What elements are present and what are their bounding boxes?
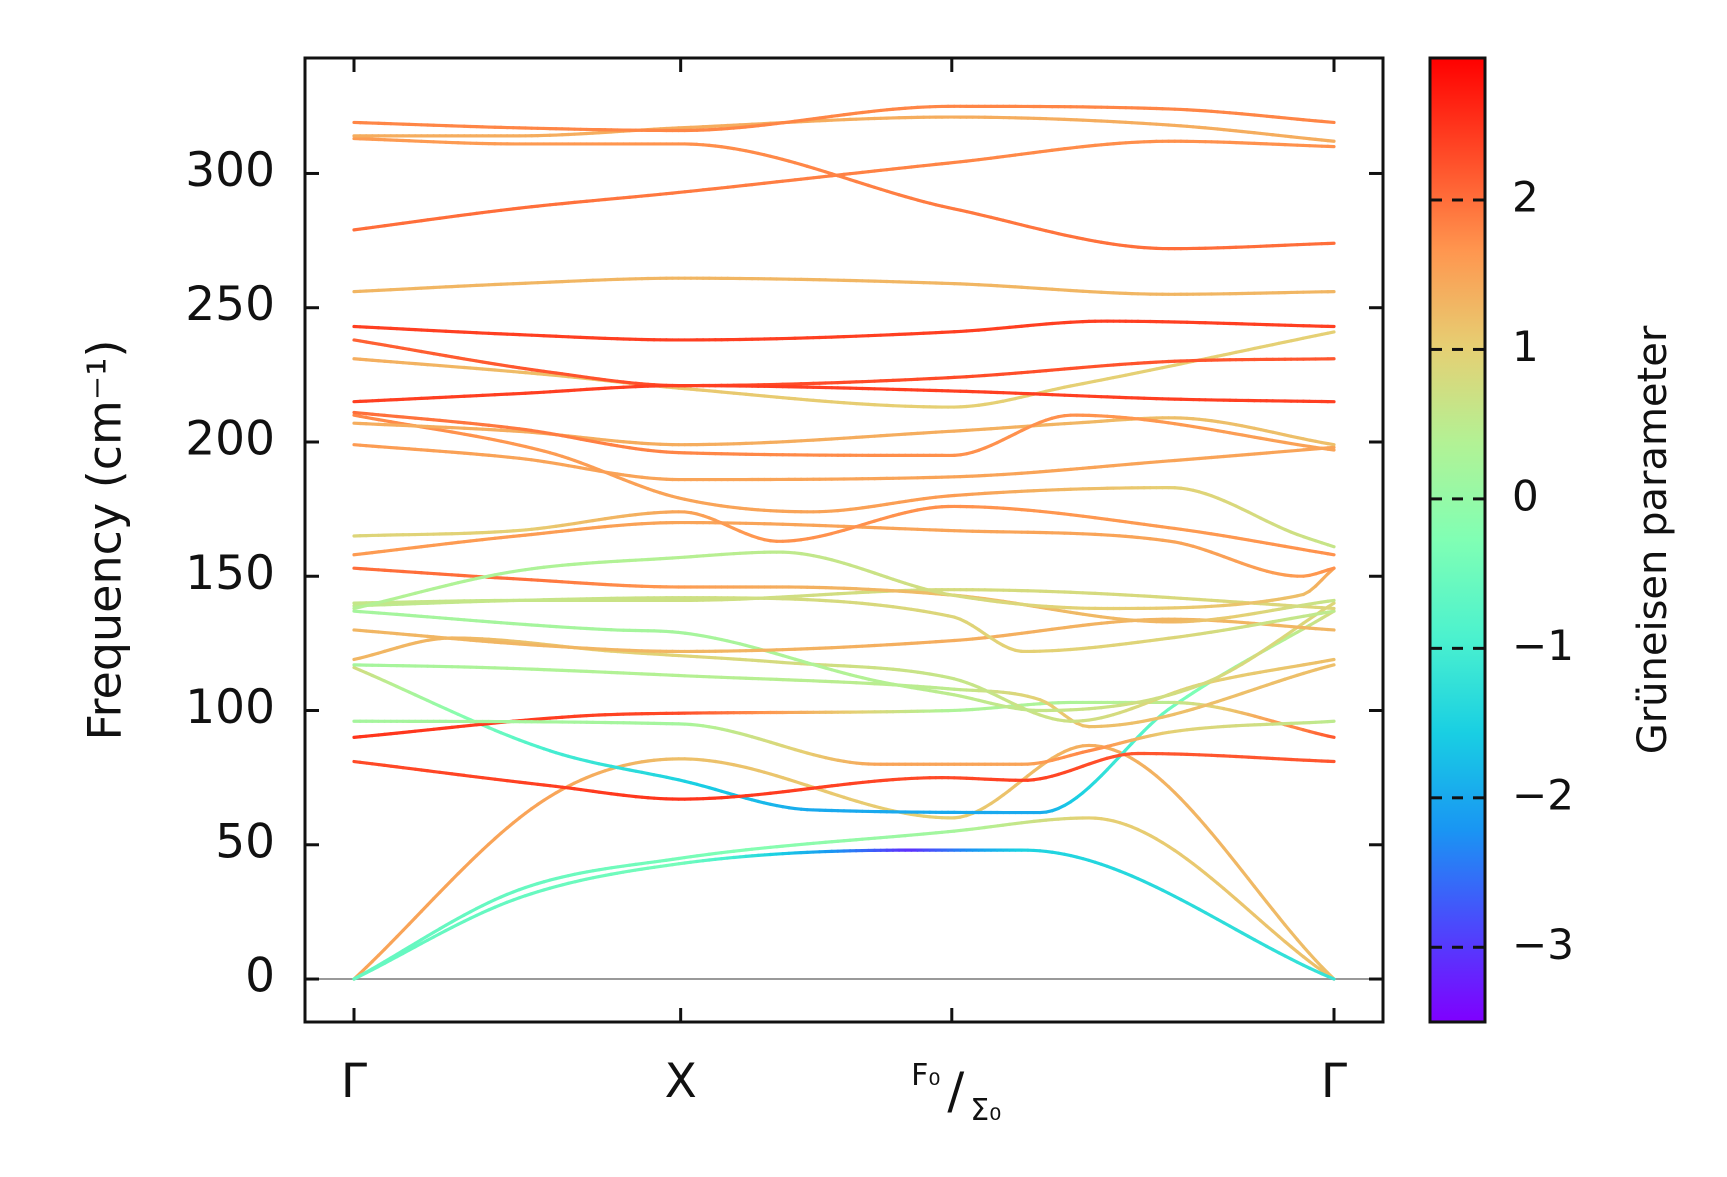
x-tick-label: X — [665, 1054, 697, 1109]
x-tick-label: Γ — [1321, 1054, 1347, 1109]
band-1 — [352, 743, 1336, 981]
y-tick-label: 50 — [215, 814, 275, 869]
band-30 — [352, 104, 1336, 133]
band-3 — [352, 848, 1336, 981]
x-ticks: Γ X F₀ / Σ₀ Γ — [341, 58, 1347, 1128]
band-27 — [352, 139, 1336, 232]
band-7 — [352, 719, 1336, 766]
colorbar-tick-label: −2 — [1512, 770, 1574, 819]
band-4 — [352, 609, 1336, 815]
colorbar-tick-label: −3 — [1512, 920, 1574, 969]
band-16 — [352, 520, 1336, 578]
x-tick-label-top: F₀ — [911, 1058, 940, 1093]
y-axis-title: Frequency (cm⁻¹) — [78, 340, 132, 741]
colorbar-ticks: −3 −2 −1 0 1 2 — [1430, 172, 1574, 969]
x-tick-label-separator: / — [947, 1062, 964, 1120]
band-19 — [352, 413, 1336, 549]
band-lines — [352, 104, 1336, 981]
colorbar-tick-label: 0 — [1512, 471, 1539, 520]
band-24 — [352, 384, 1336, 404]
y-tick-label: 200 — [185, 411, 275, 466]
colorbar-tick-label: −1 — [1512, 621, 1574, 670]
y-tick-label: 150 — [185, 546, 275, 601]
band-14 — [352, 566, 1336, 624]
colorbar-tick-label: 2 — [1512, 172, 1539, 221]
colorbar-fill — [1430, 58, 1485, 1022]
x-tick-label-bottom: Σ₀ — [970, 1093, 1001, 1128]
band-28 — [352, 136, 1336, 251]
y-tick-label: 0 — [245, 949, 275, 1004]
band-25 — [352, 319, 1336, 342]
x-tick-label: Γ — [341, 1054, 367, 1109]
y-tick-label: 100 — [185, 680, 275, 735]
band-17 — [352, 504, 1336, 557]
colorbar-tick-label: 1 — [1512, 322, 1539, 371]
band-23 — [352, 338, 1336, 388]
y-tick-label: 250 — [185, 277, 275, 332]
band-18 — [352, 443, 1336, 482]
plot-area: 0 50 100 150 200 250 300 Γ X F₀ / Σ₀ Γ — [185, 56, 1385, 1128]
colorbar-title: Grüneisen parameter — [1630, 325, 1676, 754]
x-tick-label-composite: F₀ / Σ₀ — [911, 1058, 1001, 1128]
band-15 — [352, 550, 1336, 611]
colorbar-frame — [1428, 56, 1487, 1024]
y-tick-label: 300 — [185, 143, 275, 198]
band-5 — [352, 751, 1336, 801]
plot-frame — [303, 56, 1385, 1024]
colorbar: −3 −2 −1 0 1 2 Grüneisen parameter — [1428, 56, 1676, 1024]
band-26 — [352, 276, 1336, 296]
band-21 — [352, 410, 1336, 458]
band-2 — [352, 816, 1336, 981]
y-ticks: 0 50 100 150 200 250 300 — [185, 143, 1383, 1004]
